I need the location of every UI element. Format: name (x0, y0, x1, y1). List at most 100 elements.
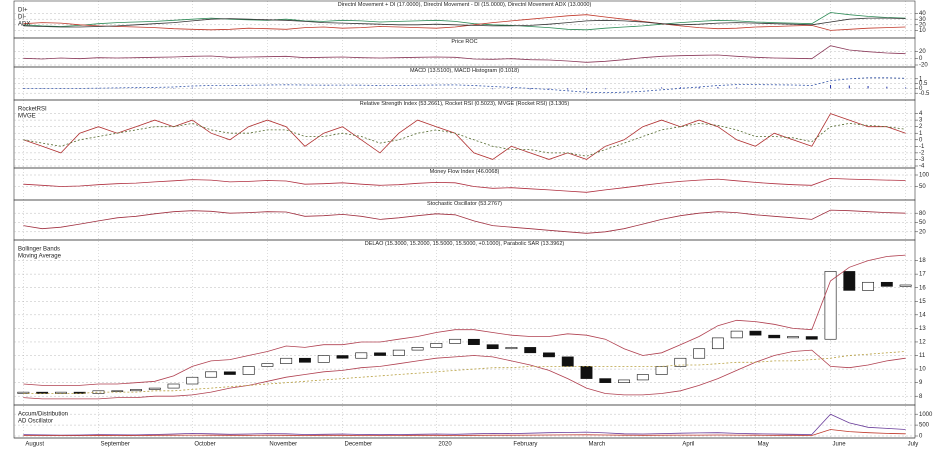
x-tick-label: April (682, 442, 694, 448)
panel (14, 413, 915, 437)
candle (674, 357, 687, 367)
candle (899, 284, 912, 287)
y-tick-label: 80 (919, 211, 926, 217)
candle (880, 281, 893, 287)
candle (655, 366, 668, 375)
series-line (23, 45, 906, 63)
x-tick-label: June (833, 442, 847, 448)
y-tick-label: 0.5 (919, 81, 928, 87)
candle (599, 378, 612, 383)
panel-title: Relative Strength Index (53.2661), Rocke… (360, 101, 570, 107)
legend-entry: DI- (18, 15, 26, 21)
y-tick-label: -20 (919, 63, 928, 69)
candle (618, 379, 630, 383)
candle (280, 357, 293, 364)
candle (636, 374, 649, 381)
candle (862, 281, 875, 291)
candle (843, 271, 856, 291)
y-tick-label: 100 (919, 173, 930, 179)
series-line (23, 209, 906, 234)
candle (711, 337, 724, 350)
histogram-bar (604, 88, 606, 90)
candle (167, 383, 180, 389)
y-tick-label: 20 (919, 49, 926, 55)
legend-entry: Moving Average (18, 254, 62, 260)
histogram-bar (529, 88, 531, 90)
candle (693, 348, 706, 359)
x-tick-label: October (194, 442, 215, 448)
candle (299, 357, 311, 363)
y-tick-label: 20 (919, 229, 926, 235)
y-tick-label: 1 (919, 131, 923, 137)
candle (505, 347, 518, 350)
series-line (23, 12, 906, 31)
candle (111, 390, 124, 392)
x-tick-label: September (100, 442, 129, 448)
candle (392, 349, 405, 356)
y-tick-label: 15 (919, 299, 926, 305)
candle (205, 371, 218, 378)
candle (486, 344, 499, 350)
legend-entry: ADX (18, 22, 30, 28)
legend-entry: Accum/Distribution (18, 412, 68, 418)
candle (430, 343, 443, 348)
candle (580, 366, 593, 379)
y-tick-label: 40 (919, 11, 926, 17)
histogram-bar (867, 86, 869, 89)
band-line (23, 349, 906, 400)
panel-title: DELAO (15.3000, 15.2000, 15.5000, 15.500… (365, 241, 565, 247)
panel (14, 77, 915, 94)
candle (223, 371, 236, 375)
histogram-bar (510, 88, 512, 90)
y-tick-label: 18 (919, 258, 926, 264)
y-tick-label: -4 (919, 164, 925, 170)
series-line (23, 17, 906, 28)
y-tick-label: 4 (919, 111, 923, 117)
candle (543, 352, 555, 358)
candle (824, 271, 837, 340)
x-tick-label: July (908, 442, 919, 448)
x-tick-label: February (513, 442, 537, 448)
histogram-bar (848, 85, 850, 89)
histogram-bar (586, 88, 588, 90)
y-tick-label: 50 (919, 220, 926, 226)
panel (14, 209, 915, 234)
panel (14, 45, 915, 66)
panel-title: Stochastic Oscillator (53.2767) (427, 201, 502, 207)
candle (130, 389, 142, 392)
x-tick-label: December (344, 442, 372, 448)
panel (14, 254, 915, 400)
candle (524, 347, 537, 354)
x-tick-label: August (25, 442, 44, 448)
histogram-bar (191, 87, 193, 89)
panel (14, 113, 915, 167)
y-tick-label: 1 (919, 76, 923, 82)
y-tick-label: 11 (919, 353, 926, 359)
legend-entry: RocketRSI (18, 107, 47, 113)
legend-entry: AD Oscillator (18, 419, 53, 425)
series-line (23, 113, 906, 160)
y-tick-label: 13 (919, 326, 926, 332)
series-line (23, 122, 906, 157)
panel-title: Directnl Movement + DI (17.0000), Direct… (338, 2, 592, 8)
x-tick-label: May (757, 442, 768, 448)
candle (467, 338, 480, 345)
candle (411, 347, 424, 351)
y-tick-label: 10 (919, 367, 926, 373)
candle (261, 363, 274, 367)
candle (355, 352, 368, 359)
candle (317, 355, 330, 363)
y-tick-label: 1000 (919, 412, 933, 418)
panel-frame (13, 404, 916, 439)
candle (148, 387, 161, 390)
candle (186, 376, 199, 385)
band-line (23, 254, 906, 386)
y-tick-label: 9 (919, 380, 923, 386)
candle (242, 366, 255, 375)
candle (805, 336, 818, 340)
y-tick-label: 2 (919, 124, 923, 130)
histogram-bar (492, 88, 494, 90)
y-tick-label: 0 (919, 137, 923, 143)
series-line (23, 351, 906, 394)
